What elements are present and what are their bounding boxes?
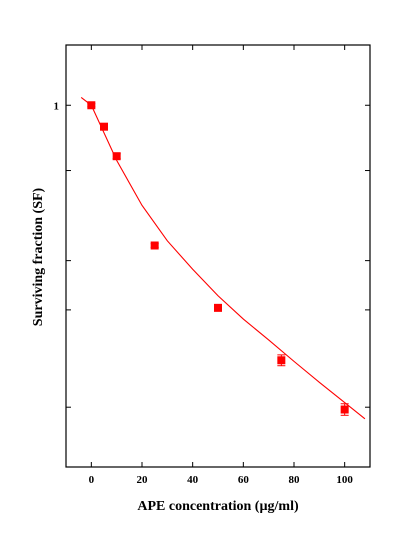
data-point — [277, 356, 286, 365]
data-point — [150, 241, 159, 250]
plot-frame — [65, 44, 371, 468]
fit-curve — [80, 97, 366, 420]
x-axis-title: APE concentration (µg/ml) — [137, 499, 299, 514]
ticks: 0 20 40 60 80 100 1 — [54, 45, 370, 486]
data-point — [112, 152, 121, 161]
x-tick-label: 60 — [238, 474, 250, 486]
y-axis-title: Surviving fraction (SF) — [31, 187, 46, 326]
x-tick-label: 80 — [289, 474, 301, 486]
data-point — [87, 101, 96, 110]
fit-curve-group — [80, 97, 366, 420]
data-point — [340, 405, 349, 414]
x-tick-label: 20 — [137, 474, 149, 486]
x-tick-label: 0 — [89, 474, 95, 486]
x-tick-label: 40 — [187, 474, 199, 486]
data-point — [100, 122, 108, 131]
y-tick-label: 1 — [54, 100, 60, 112]
x-tick-label: 100 — [336, 474, 353, 486]
data-points — [87, 101, 349, 416]
data-point — [214, 303, 222, 312]
